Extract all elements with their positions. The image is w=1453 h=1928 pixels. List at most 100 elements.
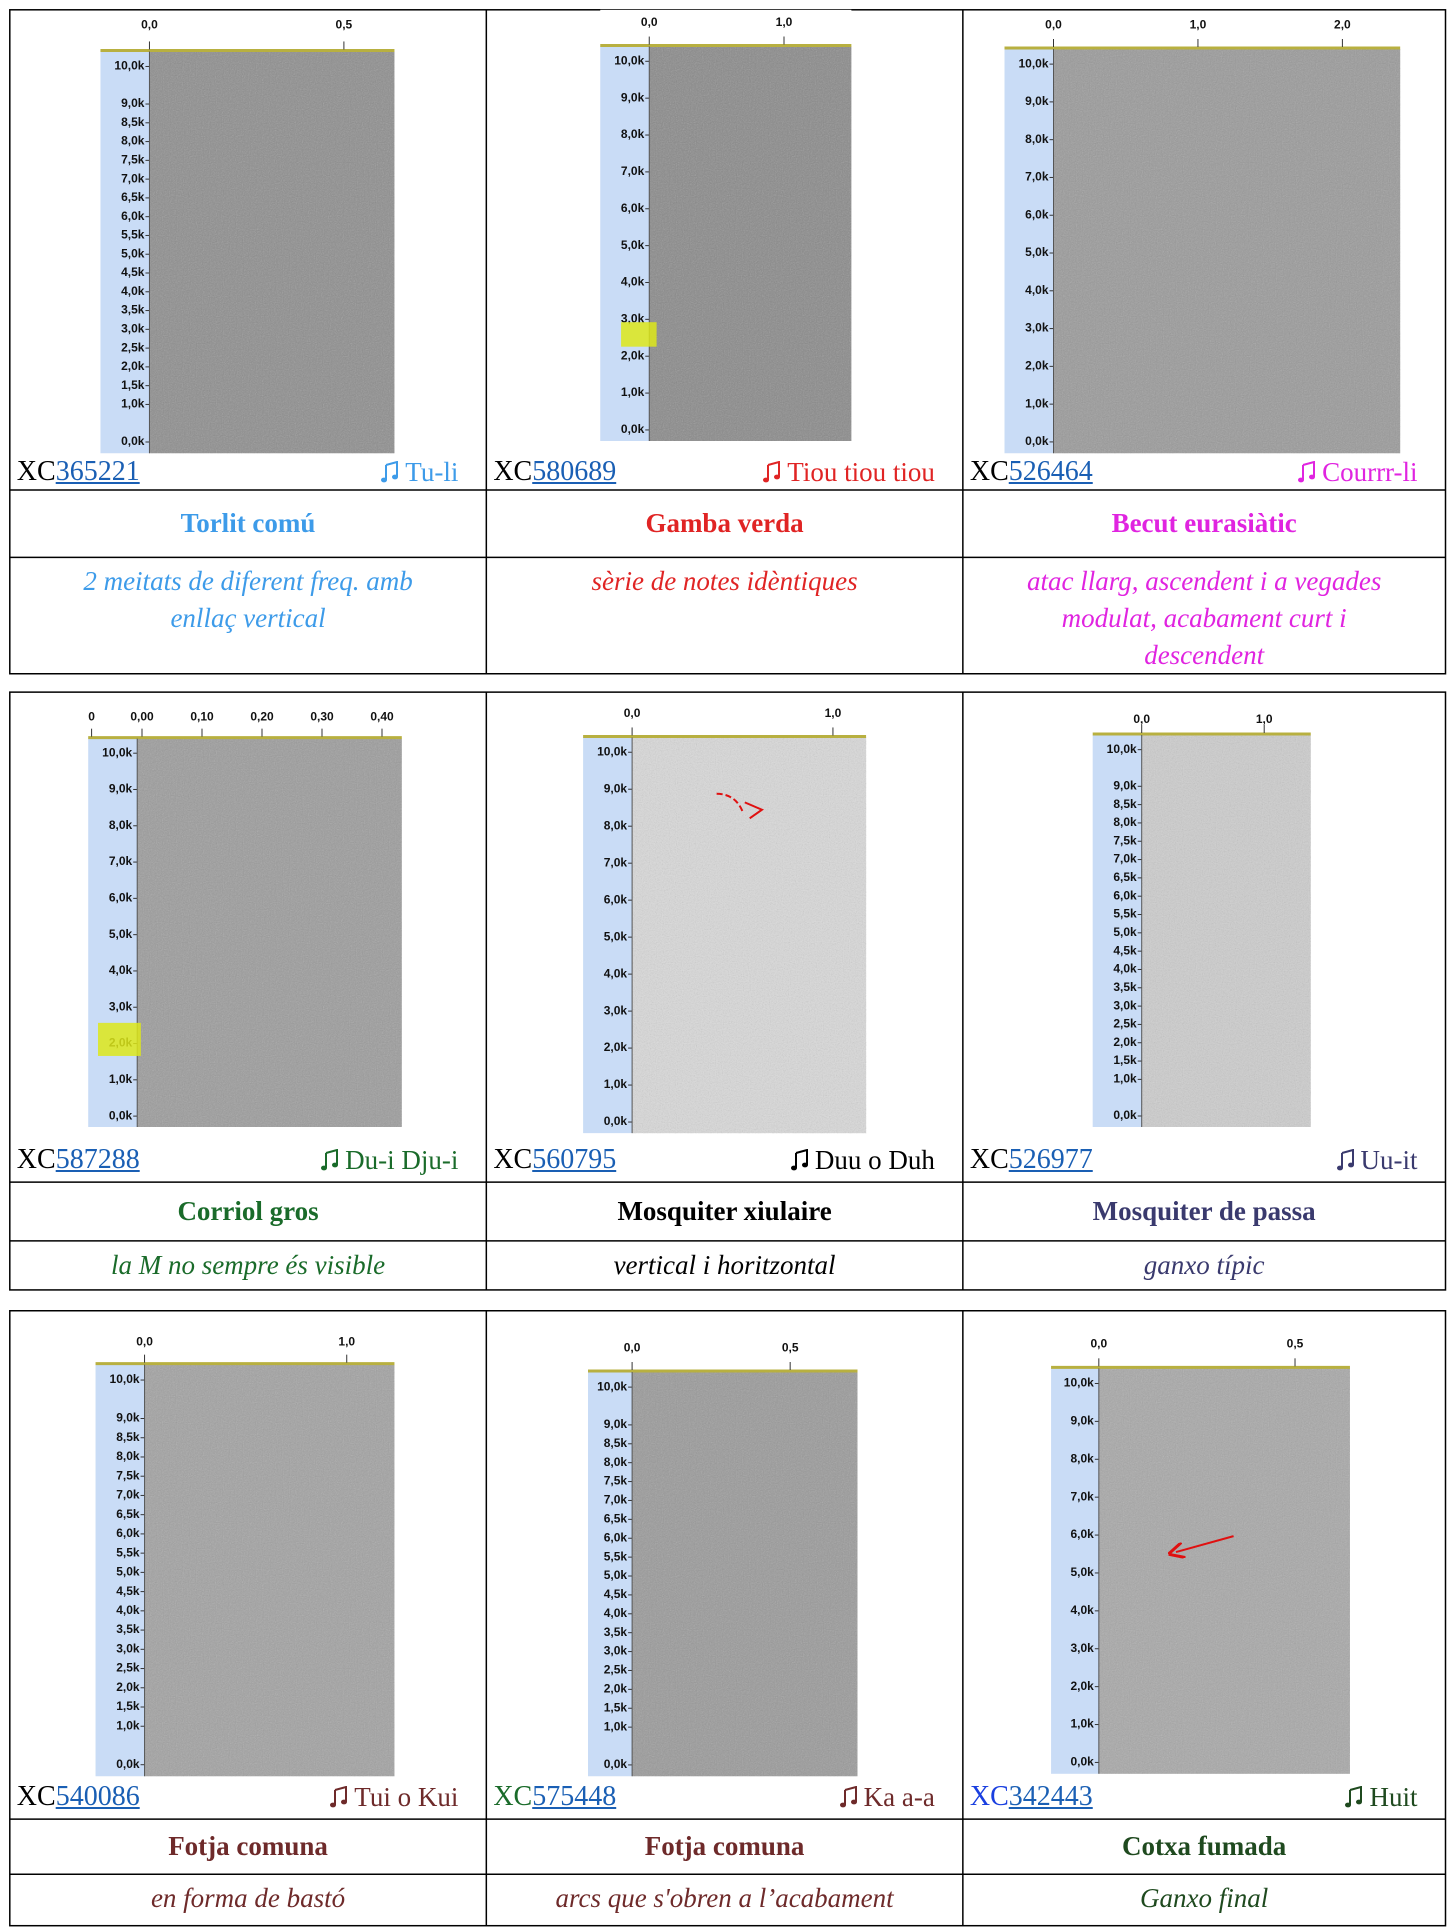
recording-link[interactable]: 526464 [1008,455,1093,487]
y-tick-label: 10,0k [1018,56,1048,70]
y-tick-label: 6,5k [121,190,145,204]
annotation-arrow [744,801,764,820]
song: Ka a-a [839,1781,935,1813]
frequency-strip [588,1372,633,1777]
recording-link[interactable]: 580689 [532,455,617,487]
recording-id: XC526977 [970,1144,1093,1176]
xc-prefix: XC [969,1144,1009,1176]
y-tick-label: 3,0k [1025,321,1049,335]
y-tick-label: 6,0k [109,891,133,905]
spectrogram: 0,0 1,0 10,0k 9,0k 8,0k 7,0k 6,0k 5,0k 4,0k 3,0k 2… [600,9,852,442]
y-tick-label: 6,0k [1025,207,1049,221]
frequency-strip [1051,1368,1099,1774]
y-tick-label: 8,5k [121,115,145,129]
xc-prefix: XC [493,455,533,487]
x-tick-label: 0,20 [250,710,274,724]
y-tick-label: 3,5k [604,1625,628,1639]
y-tick-label: 5,5k [604,1549,628,1563]
species-name: Mosquiter xiulaire [617,1196,832,1227]
ruler [88,704,402,739]
y-tick-label: 2,0k [121,359,145,373]
recording-link[interactable]: 342443 [1008,1781,1093,1813]
y-tick-label: 5,0k [1025,245,1049,259]
y-tick-label: 5,0k [621,238,645,252]
y-tick-label: 8,0k [1025,132,1049,146]
y-tick-label: 7,0k [604,1493,628,1507]
description: en forma de bastó [150,1883,346,1914]
spectrogram-noise [632,737,867,1134]
x-tick-label: 1,0 [776,15,793,29]
spectrogram: 0,0 0,5 10,0k 9,0k 8,0k 7,0k 6,0k 5,0k 4,0k 3,0k 2… [1051,1331,1350,1774]
spectrogram: 0 0,00 0,10 0,20 0,30 0,40 10,0k 9,0k 8,0k 7,0k 6,… [88,704,402,1127]
y-tick-label: 9,0k [604,1417,628,1431]
xc-prefix: XC [16,455,56,487]
xc-prefix: XC [493,1144,533,1176]
song-text: Uu-it [1360,1145,1418,1176]
ruler [95,1329,395,1365]
y-tick-label: 5,5k [1113,907,1137,921]
y-tick-label: 10,0k [597,1379,627,1393]
song: Duu o Duh [790,1144,935,1176]
y-tick-label: 7,0k [1025,170,1049,184]
y-tick-label: 6,0k [604,1530,628,1544]
y-tick-label: 4,0k [109,963,133,977]
song-text: Tu-li [405,456,459,487]
y-tick-label: 8,0k [1070,1451,1094,1465]
y-tick-label: 0,0k [121,434,145,448]
x-tick-label: 0,0 [141,17,158,31]
note-icon [1345,1786,1363,1808]
y-tick-label: 1,5k [121,378,145,392]
xc-prefix: XC [16,1144,56,1176]
y-tick-label: 7,0k [109,854,133,868]
song: Tu-li [381,456,458,488]
ruler [588,1335,858,1372]
y-tick-label: 8,0k [604,818,628,832]
y-tick-label: 1,0k [1113,1072,1137,1086]
recording-link[interactable]: 365221 [55,455,140,487]
y-tick-label: 1,5k [1113,1053,1137,1067]
recording-link[interactable]: 540086 [55,1781,140,1813]
y-tick-label: 4,0k [604,1606,628,1620]
y-tick-label: 2,0k [116,1680,140,1694]
y-tick-label: 5,0k [604,1568,628,1582]
x-tick-label: 0,40 [370,710,394,724]
xc-prefix: XC [969,1781,1009,1813]
y-tick-label: 7,0k [1113,852,1137,866]
species-name: Torlit comú [180,508,316,539]
song-text: Tui o Kui [354,1782,459,1813]
y-tick-label: 4,5k [1113,943,1137,957]
y-tick-label: 10,0k [102,745,132,759]
y-tick-label: 7,0k [621,164,645,178]
note-icon [763,460,781,483]
y-tick-label: 0,0k [1025,434,1049,448]
species-name: Cotxa fumada [1122,1831,1287,1862]
y-tick-label: 4,0k [116,1603,140,1617]
recording-id: XC365221 [17,456,140,488]
y-tick-label: 10,0k [114,59,144,73]
y-tick-label: 0,0k [1070,1755,1094,1769]
y-tick-label: 9,0k [121,96,145,110]
recording-link[interactable]: 526977 [1008,1144,1093,1176]
y-tick-label: 3,0k [1070,1641,1094,1655]
spectrogram: 0,0 1,0 2,0 10,0k 9,0k 8,0k 7,0k 6,0k 5,0k 4,0k 3,… [1004,12,1401,454]
y-tick-label: 6,5k [604,1512,628,1526]
y-tick-label: 2,5k [1113,1017,1137,1031]
description: 2 meitats de diferent freq. amb enllaç v… [83,566,413,634]
ruler [583,700,867,738]
y-tick-label: 8,0k [604,1455,628,1469]
y-tick-label: 10,0k [1107,742,1137,756]
y-tick-label: 6,0k [604,892,628,906]
recording-link[interactable]: 560795 [532,1144,617,1176]
spectrogram-noise [1141,735,1311,1127]
annotation-arrow [716,792,744,812]
recording-link[interactable]: 575448 [532,1781,617,1813]
description: la M no sempre és visible [110,1249,386,1280]
y-tick-label: 5,0k [109,927,133,941]
y-tick-label: 9,0k [1113,778,1137,792]
description: Ganxo final [1140,1883,1269,1914]
y-tick-label: 9,0k [1025,94,1049,108]
recording-link[interactable]: 587288 [55,1144,140,1176]
xc-prefix: XC [16,1781,56,1813]
y-tick-label: 4,0k [604,966,628,980]
song-text: Du-i Dju-i [345,1145,459,1176]
